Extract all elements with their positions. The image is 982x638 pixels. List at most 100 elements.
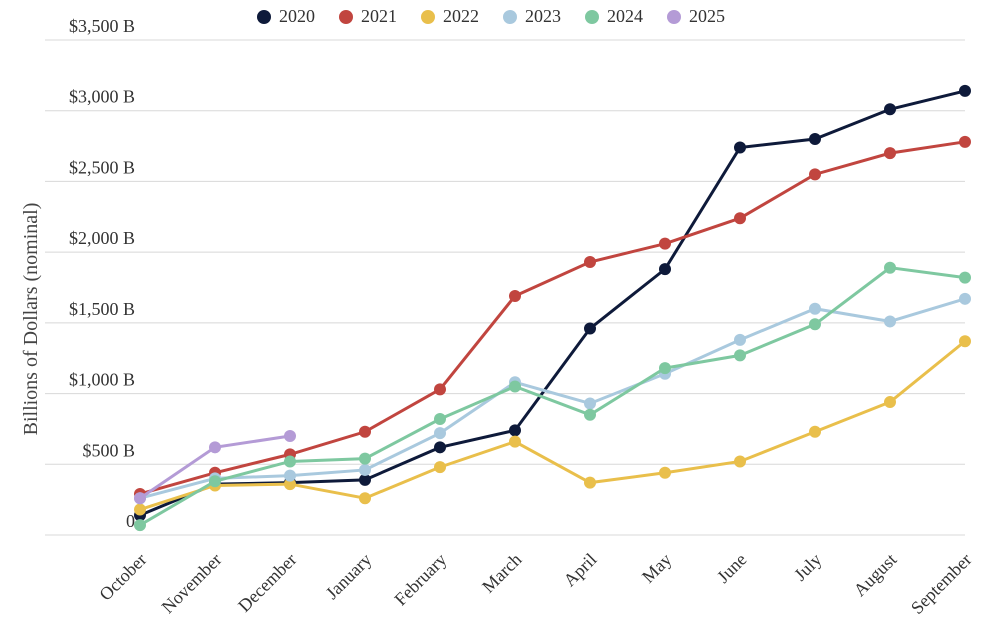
y-tick: $3,000 B bbox=[69, 87, 135, 107]
series-point-2020 bbox=[734, 141, 746, 153]
y-axis-label: Billions of Dollars (nominal) bbox=[20, 203, 43, 436]
series-point-2023 bbox=[809, 303, 821, 315]
series-point-2024 bbox=[959, 272, 971, 284]
series-point-2021 bbox=[809, 168, 821, 180]
series-point-2020 bbox=[584, 323, 596, 335]
y-tick: $2,500 B bbox=[69, 157, 135, 177]
series-point-2020 bbox=[659, 263, 671, 275]
legend-item-2025: 2025 bbox=[667, 6, 725, 27]
x-tick-label: April bbox=[559, 549, 600, 590]
y-tick: $500 B bbox=[82, 440, 135, 460]
x-tick: November bbox=[158, 549, 226, 617]
series-point-2020 bbox=[434, 441, 446, 453]
series-point-2023 bbox=[884, 315, 896, 327]
legend-swatch-icon bbox=[339, 10, 353, 24]
series-point-2024 bbox=[509, 381, 521, 393]
legend-item-2022: 2022 bbox=[421, 6, 479, 27]
x-tick-label: October bbox=[95, 549, 150, 604]
y-tick-label: $3,000 B bbox=[69, 87, 135, 107]
x-tick-label: January bbox=[322, 549, 376, 603]
series-point-2022 bbox=[884, 396, 896, 408]
series-point-2024 bbox=[809, 318, 821, 330]
x-tick-label: September bbox=[907, 549, 976, 618]
series-point-2024 bbox=[884, 262, 896, 274]
legend-item-2023: 2023 bbox=[503, 6, 561, 27]
series-point-2025 bbox=[134, 492, 146, 504]
series-point-2023 bbox=[584, 397, 596, 409]
series-point-2023 bbox=[959, 293, 971, 305]
y-tick-label: 0 bbox=[126, 511, 135, 531]
series-line-2024 bbox=[140, 268, 965, 525]
series-point-2020 bbox=[959, 85, 971, 97]
series-point-2020 bbox=[884, 103, 896, 115]
x-tick: October bbox=[95, 549, 150, 604]
legend-label: 2025 bbox=[689, 6, 725, 27]
series-point-2021 bbox=[659, 238, 671, 250]
legend: 2020 2021 2022 2023 2024 2025 bbox=[0, 6, 982, 29]
series-point-2024 bbox=[659, 362, 671, 374]
x-tick-label: May bbox=[638, 549, 675, 586]
x-tick: December bbox=[234, 549, 300, 615]
legend-swatch-icon bbox=[503, 10, 517, 24]
series-point-2022 bbox=[659, 467, 671, 479]
y-tick: 0 bbox=[126, 511, 135, 531]
series-point-2021 bbox=[584, 256, 596, 268]
series-point-2023 bbox=[284, 470, 296, 482]
series-point-2022 bbox=[434, 461, 446, 473]
series-point-2022 bbox=[734, 455, 746, 467]
legend-swatch-icon bbox=[667, 10, 681, 24]
y-tick: $2,000 B bbox=[69, 228, 135, 248]
x-tick-label: June bbox=[713, 549, 750, 586]
series-point-2024 bbox=[284, 455, 296, 467]
legend-item-2020: 2020 bbox=[257, 6, 315, 27]
legend-item-2024: 2024 bbox=[585, 6, 643, 27]
series-point-2020 bbox=[809, 133, 821, 145]
x-tick: March bbox=[478, 549, 525, 596]
series-point-2022 bbox=[959, 335, 971, 347]
series-point-2022 bbox=[359, 492, 371, 504]
y-tick-label: $2,500 B bbox=[69, 157, 135, 177]
legend-swatch-icon bbox=[257, 10, 271, 24]
y-tick-label: $2,000 B bbox=[69, 228, 135, 248]
series-point-2024 bbox=[359, 453, 371, 465]
y-tick-label: $1,000 B bbox=[69, 370, 135, 390]
series-point-2022 bbox=[134, 504, 146, 516]
legend-label: 2020 bbox=[279, 6, 315, 27]
legend-label: 2021 bbox=[361, 6, 397, 27]
series-point-2024 bbox=[209, 475, 221, 487]
series-point-2021 bbox=[434, 383, 446, 395]
x-tick-label: November bbox=[158, 549, 226, 617]
series-point-2023 bbox=[434, 427, 446, 439]
y-tick: $1,000 B bbox=[69, 370, 135, 390]
legend-label: 2023 bbox=[525, 6, 561, 27]
y-tick: $1,500 B bbox=[69, 299, 135, 319]
legend-swatch-icon bbox=[585, 10, 599, 24]
series-point-2022 bbox=[584, 477, 596, 489]
series-point-2020 bbox=[509, 424, 521, 436]
series-point-2021 bbox=[959, 136, 971, 148]
x-tick: May bbox=[638, 549, 675, 586]
series-point-2025 bbox=[284, 430, 296, 442]
x-tick-label: July bbox=[790, 549, 825, 584]
series-point-2022 bbox=[809, 426, 821, 438]
x-tick: June bbox=[713, 549, 750, 586]
series-point-2024 bbox=[434, 413, 446, 425]
y-tick-label: $1,500 B bbox=[69, 299, 135, 319]
x-tick: September bbox=[907, 549, 976, 618]
x-tick: April bbox=[559, 549, 600, 590]
series-point-2024 bbox=[134, 519, 146, 531]
legend-label: 2022 bbox=[443, 6, 479, 27]
series-point-2021 bbox=[884, 147, 896, 159]
series-point-2021 bbox=[509, 290, 521, 302]
x-tick: January bbox=[322, 549, 376, 603]
x-tick-label: February bbox=[390, 549, 450, 609]
series-point-2021 bbox=[734, 212, 746, 224]
series-point-2024 bbox=[734, 349, 746, 361]
legend-swatch-icon bbox=[421, 10, 435, 24]
y-tick-label: $500 B bbox=[82, 440, 135, 460]
x-tick: February bbox=[390, 549, 450, 609]
x-tick-label: August bbox=[850, 549, 901, 600]
x-tick-label: March bbox=[478, 549, 525, 596]
x-tick: August bbox=[850, 549, 901, 600]
series-point-2022 bbox=[509, 436, 521, 448]
